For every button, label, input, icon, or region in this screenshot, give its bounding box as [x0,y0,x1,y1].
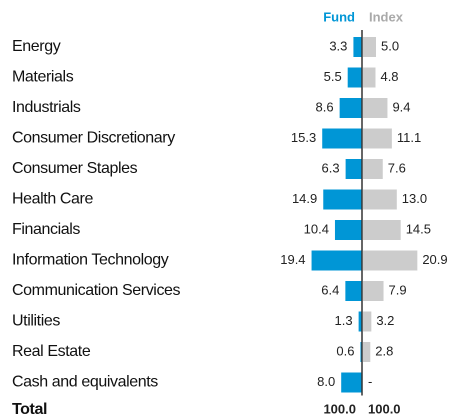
value-label: 8.6 [316,99,334,114]
value-label: 5.5 [324,69,342,84]
fund-bar [353,37,362,57]
fund-bar [341,372,362,393]
value-label: 8.0 [317,374,335,389]
category-label: Consumer Discretionary [12,130,175,147]
index-bar [363,281,384,301]
value-label: 11.1 [397,130,421,145]
value-label: 4.8 [380,69,398,84]
value-label: 7.6 [388,160,406,175]
value-label: 15.3 [291,130,316,145]
index-bar [363,189,397,210]
fund-bar [311,250,362,271]
total-label: Total [12,401,47,418]
index-bar [363,37,376,57]
value-label: 20.9 [422,252,447,267]
fund-bar [360,342,362,362]
value-label: 10.4 [304,221,329,236]
value-label: 6.4 [321,282,339,297]
legend-index: Index [369,9,404,24]
category-label: Health Care [12,191,93,208]
index-bar [363,159,383,179]
value-label: 5.0 [381,38,399,53]
index-bar [363,342,371,362]
index-bar [363,98,388,118]
category-label: Communication Services [12,282,181,299]
value-label: 3.2 [376,313,394,328]
index-bar [363,67,376,88]
total-value: 100.0 [323,401,356,416]
value-label: 2.8 [375,343,393,358]
value-label: 0.6 [336,343,354,358]
fund-bar [347,67,362,88]
legend-fund: Fund [323,9,355,24]
value-label: 3.3 [329,38,347,53]
fund-bar [323,189,362,210]
value-label: 6.3 [322,160,340,175]
category-label: Cash and equivalents [12,374,158,391]
index-bar [363,128,392,149]
fund-bar [339,98,362,118]
value-label: 1.3 [335,313,353,328]
value-label: 14.5 [406,221,431,236]
fund-bar [345,281,362,301]
value-label: 13.0 [402,191,427,206]
fund-bar [322,128,362,149]
category-label: Energy [12,38,61,55]
category-label: Information Technology [12,252,169,269]
fund-bar [334,220,362,240]
value-label: 14.9 [292,191,317,206]
index-bar [363,250,418,271]
category-label: Consumer Staples [12,160,138,177]
index-bar [363,220,401,240]
value-label: 7.9 [389,282,407,297]
total-value: 100.0 [368,401,401,416]
index-bar [363,311,372,332]
category-label: Industrials [12,99,81,116]
value-label: - [368,374,372,389]
fund-bar [345,159,362,179]
value-label: 9.4 [392,99,410,114]
category-label: Utilities [12,313,60,330]
category-label: Real Estate [12,343,91,360]
category-label: Financials [12,221,80,238]
fund-bar [358,311,362,332]
category-label: Materials [12,69,74,86]
value-label: 19.4 [280,252,305,267]
